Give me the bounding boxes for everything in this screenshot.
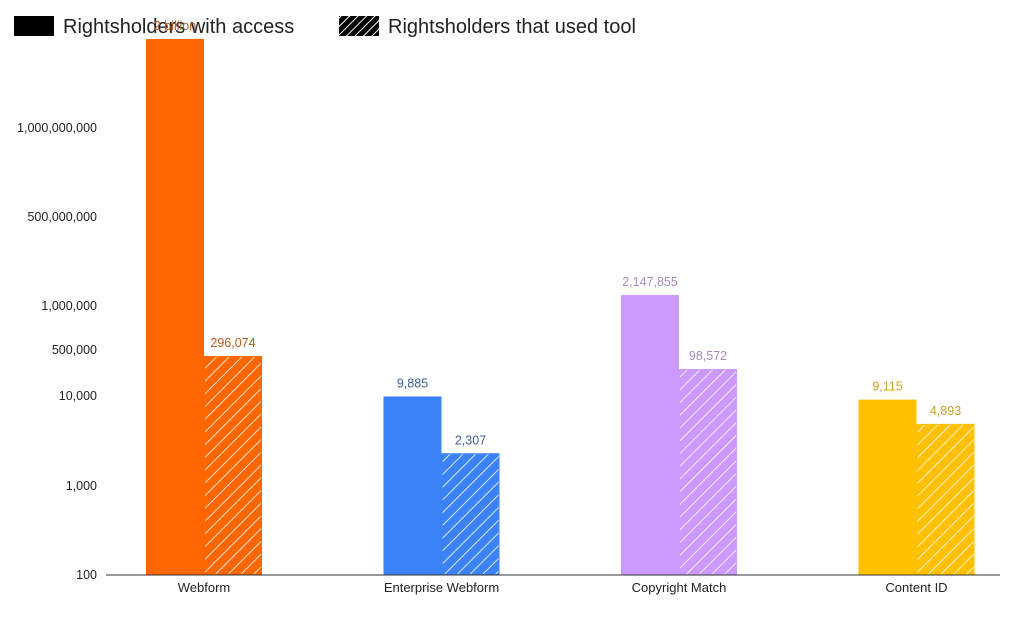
y-tick-label: 10,000	[59, 389, 97, 403]
data-label-used-2: 98,572	[689, 349, 727, 363]
data-label-used-0: 296,074	[210, 336, 255, 350]
x-axis: Webform Enterprise Webform Copyright Match…	[106, 574, 1000, 595]
y-tick-label: 500,000,000	[27, 210, 97, 224]
bar-used-2	[679, 369, 737, 575]
y-tick-label: 100	[76, 568, 97, 582]
legend-label-access: Rightsholders with access	[63, 16, 294, 38]
legend: Rightsholders with access Rightsholders …	[14, 16, 636, 38]
data-label-used-1: 2,307	[455, 433, 486, 447]
category-label: Enterprise Webform	[384, 580, 499, 595]
y-axis: 100 1,000 10,000 500,000 1,000,000 500,000,00…	[17, 121, 97, 582]
bars: 2 billion 296,074 9,885 2,307 2,147,855 98,57…	[146, 19, 975, 575]
legend-swatch-access	[14, 16, 54, 36]
y-tick-label: 1,000,000,000	[17, 121, 97, 135]
bar-access-3	[858, 399, 917, 575]
bar-used-3	[916, 423, 975, 575]
data-label-access-1: 9,885	[397, 376, 428, 390]
bar-used-0	[204, 356, 262, 575]
bar-access-2	[621, 295, 679, 575]
bar-access-1	[383, 396, 442, 575]
y-tick-label: 1,000,000	[41, 299, 97, 313]
legend-label-used: Rightsholders that used tool	[388, 16, 636, 38]
category-label: Copyright Match	[632, 580, 727, 595]
bar-used-1	[441, 453, 500, 575]
legend-swatch-used	[339, 16, 379, 36]
y-tick-label: 500,000	[52, 343, 97, 357]
data-label-access-2: 2,147,855	[622, 275, 678, 289]
data-label-access-3: 9,115	[872, 380, 902, 394]
category-label: Content ID	[885, 580, 947, 595]
y-tick-label: 1,000	[66, 479, 97, 493]
data-label-access-0: 2 billion	[154, 19, 196, 33]
bar-access-0	[146, 39, 204, 575]
category-label: Webform	[178, 580, 231, 595]
data-label-used-3: 4,893	[930, 404, 961, 418]
